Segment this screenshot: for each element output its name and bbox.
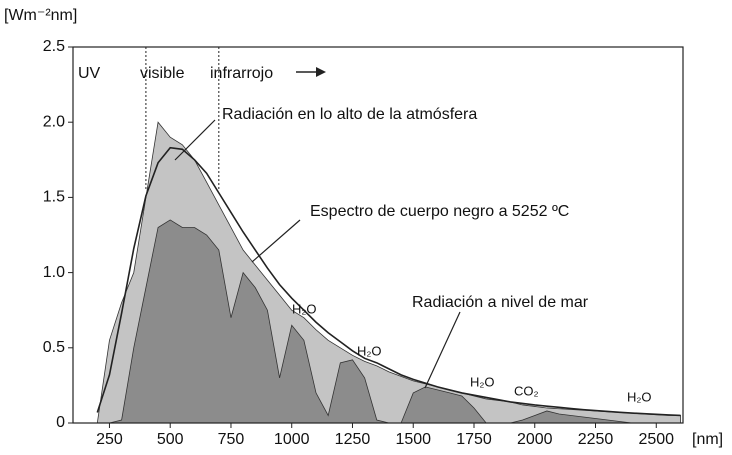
y-tick-label: 1.5 [43,189,65,206]
x-axis-label: [nm] [692,431,723,448]
x-tick-label: 1750 [456,431,492,448]
x-tick-label: 1500 [395,431,431,448]
y-tick-label: 2.5 [43,38,65,55]
x-tick-label: 500 [157,431,184,448]
x-tick-label: 250 [96,431,123,448]
x-tick-label: 1250 [335,431,371,448]
absorption-label: H₂O [627,389,652,404]
series-label: Radiación a nivel de mar [412,294,589,311]
absorption-label: H₂O [470,374,495,389]
y-tick-label: 1.0 [43,264,65,281]
pointer [424,311,461,389]
y-tick-label: 2.0 [43,113,65,130]
x-tick-label: 2500 [638,431,674,448]
region-label: infrarrojo [210,65,273,82]
series-label: Espectro de cuerpo negro a 5252 ºC [310,203,569,220]
y-tick-label: 0 [56,414,65,431]
pointer [174,119,216,161]
y-tick-label: 0.5 [43,339,65,356]
region-label: UV [78,65,101,82]
line [96,146,681,417]
region-label: visible [140,65,185,82]
plot-frame [72,46,684,424]
absorption-label: H₂O [292,301,317,316]
x-tick-label: 750 [218,431,245,448]
x-tick-label: 2250 [578,431,614,448]
series-label: Radiación en lo alto de la atmósfera [222,106,477,123]
arrow-head [316,67,326,77]
y-axis-label: [Wm⁻²nm] [4,7,77,24]
x-tick-label: 2000 [517,431,553,448]
absorption-label: H₂O [357,343,382,358]
pointer [251,219,301,263]
x-tick-label: 1000 [274,431,310,448]
absorption-label: CO₂ [514,383,539,398]
